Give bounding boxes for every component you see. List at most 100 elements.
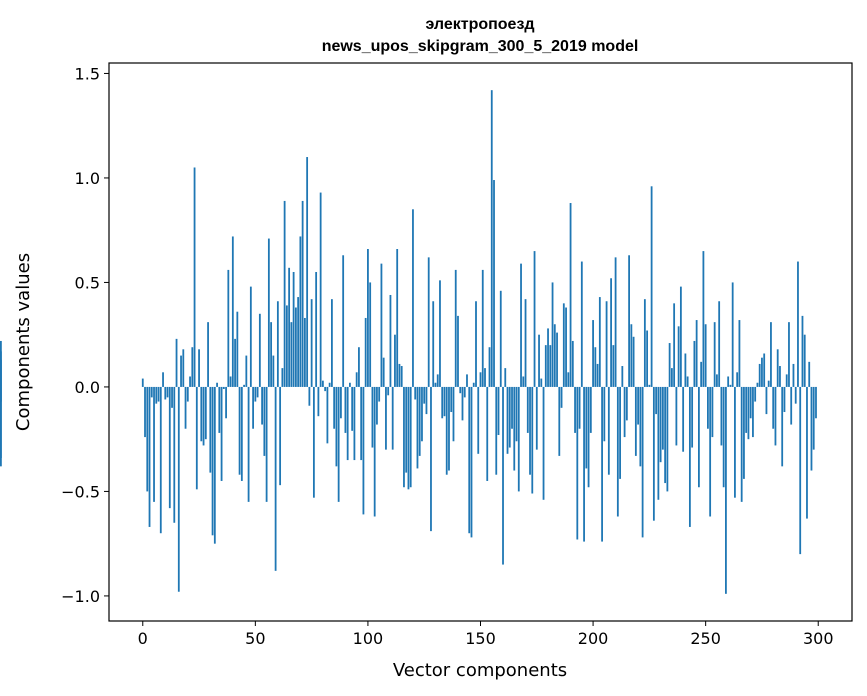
bar <box>276 301 279 387</box>
bar <box>387 386 390 396</box>
bar <box>346 386 349 461</box>
bar <box>499 290 502 387</box>
bar <box>211 386 214 536</box>
bar <box>790 386 793 425</box>
bar <box>265 386 268 502</box>
bar <box>625 386 628 421</box>
bar <box>740 386 743 502</box>
bar <box>632 336 635 387</box>
bar <box>380 263 383 387</box>
bar <box>326 386 329 444</box>
bar <box>308 386 311 406</box>
bar <box>594 347 597 387</box>
bar <box>758 363 761 387</box>
bar <box>682 386 685 452</box>
y-tick-label: 1.5 <box>75 64 100 83</box>
bar <box>634 386 637 456</box>
bar <box>227 269 230 387</box>
bar <box>808 361 811 387</box>
bar <box>659 386 662 463</box>
bar <box>315 271 318 387</box>
bar <box>288 267 291 387</box>
bar <box>159 386 162 534</box>
bar <box>709 386 712 517</box>
bar <box>180 355 182 387</box>
bar <box>497 386 500 435</box>
bar <box>558 386 561 456</box>
bar <box>391 386 394 450</box>
bar <box>263 386 266 456</box>
bar <box>727 376 730 387</box>
bar <box>781 386 784 467</box>
bar <box>258 313 261 387</box>
bar <box>333 386 336 429</box>
y-tick-label: 0.0 <box>75 378 100 397</box>
bar <box>281 368 284 387</box>
bar <box>301 200 304 387</box>
bar <box>493 180 495 387</box>
bar <box>0 386 2 467</box>
bar <box>290 322 293 387</box>
bar <box>335 386 338 467</box>
bar <box>182 349 185 387</box>
bar <box>405 386 408 473</box>
bar <box>603 386 606 442</box>
chart-title: электропоезд <box>425 16 534 33</box>
bar <box>236 311 239 387</box>
bar <box>191 347 194 387</box>
bar <box>166 386 169 398</box>
bar <box>202 386 205 446</box>
bar <box>294 307 297 387</box>
bar <box>362 386 365 515</box>
bar <box>612 345 615 387</box>
bar <box>272 355 275 387</box>
bar <box>261 386 263 425</box>
bar <box>245 355 248 387</box>
bar <box>324 386 327 392</box>
bar <box>283 200 286 387</box>
bar <box>367 249 369 387</box>
bar <box>189 376 191 387</box>
bar <box>549 345 552 387</box>
bar <box>448 386 450 471</box>
bar <box>797 261 799 387</box>
bar <box>412 209 414 387</box>
bar <box>623 386 626 438</box>
bar <box>607 386 610 475</box>
bar <box>340 386 342 419</box>
bar <box>403 386 405 488</box>
bar <box>506 386 509 454</box>
bar <box>256 386 259 398</box>
bar <box>792 363 795 387</box>
bar <box>168 386 171 509</box>
y-tick-label: 0.5 <box>75 273 100 292</box>
bar <box>571 340 574 387</box>
bar <box>567 372 570 387</box>
bar <box>657 386 660 500</box>
bar <box>310 299 313 387</box>
bar <box>691 386 694 448</box>
bar <box>297 297 300 387</box>
bar <box>774 386 777 446</box>
bar <box>731 282 734 387</box>
bar <box>700 361 703 387</box>
bar <box>0 340 2 387</box>
bar <box>141 378 144 387</box>
bar <box>423 386 426 404</box>
bar <box>153 386 155 502</box>
bar <box>369 282 372 387</box>
bar <box>551 282 554 387</box>
bar <box>400 366 403 387</box>
bar <box>511 386 513 429</box>
bar <box>342 255 345 387</box>
bar <box>576 386 579 540</box>
bar <box>353 386 356 461</box>
bar <box>524 299 527 387</box>
bar <box>812 386 815 450</box>
bar <box>673 303 676 387</box>
bar <box>592 320 594 387</box>
bar <box>360 386 363 461</box>
bar <box>562 303 565 387</box>
bar <box>193 167 196 387</box>
bar <box>738 320 741 387</box>
